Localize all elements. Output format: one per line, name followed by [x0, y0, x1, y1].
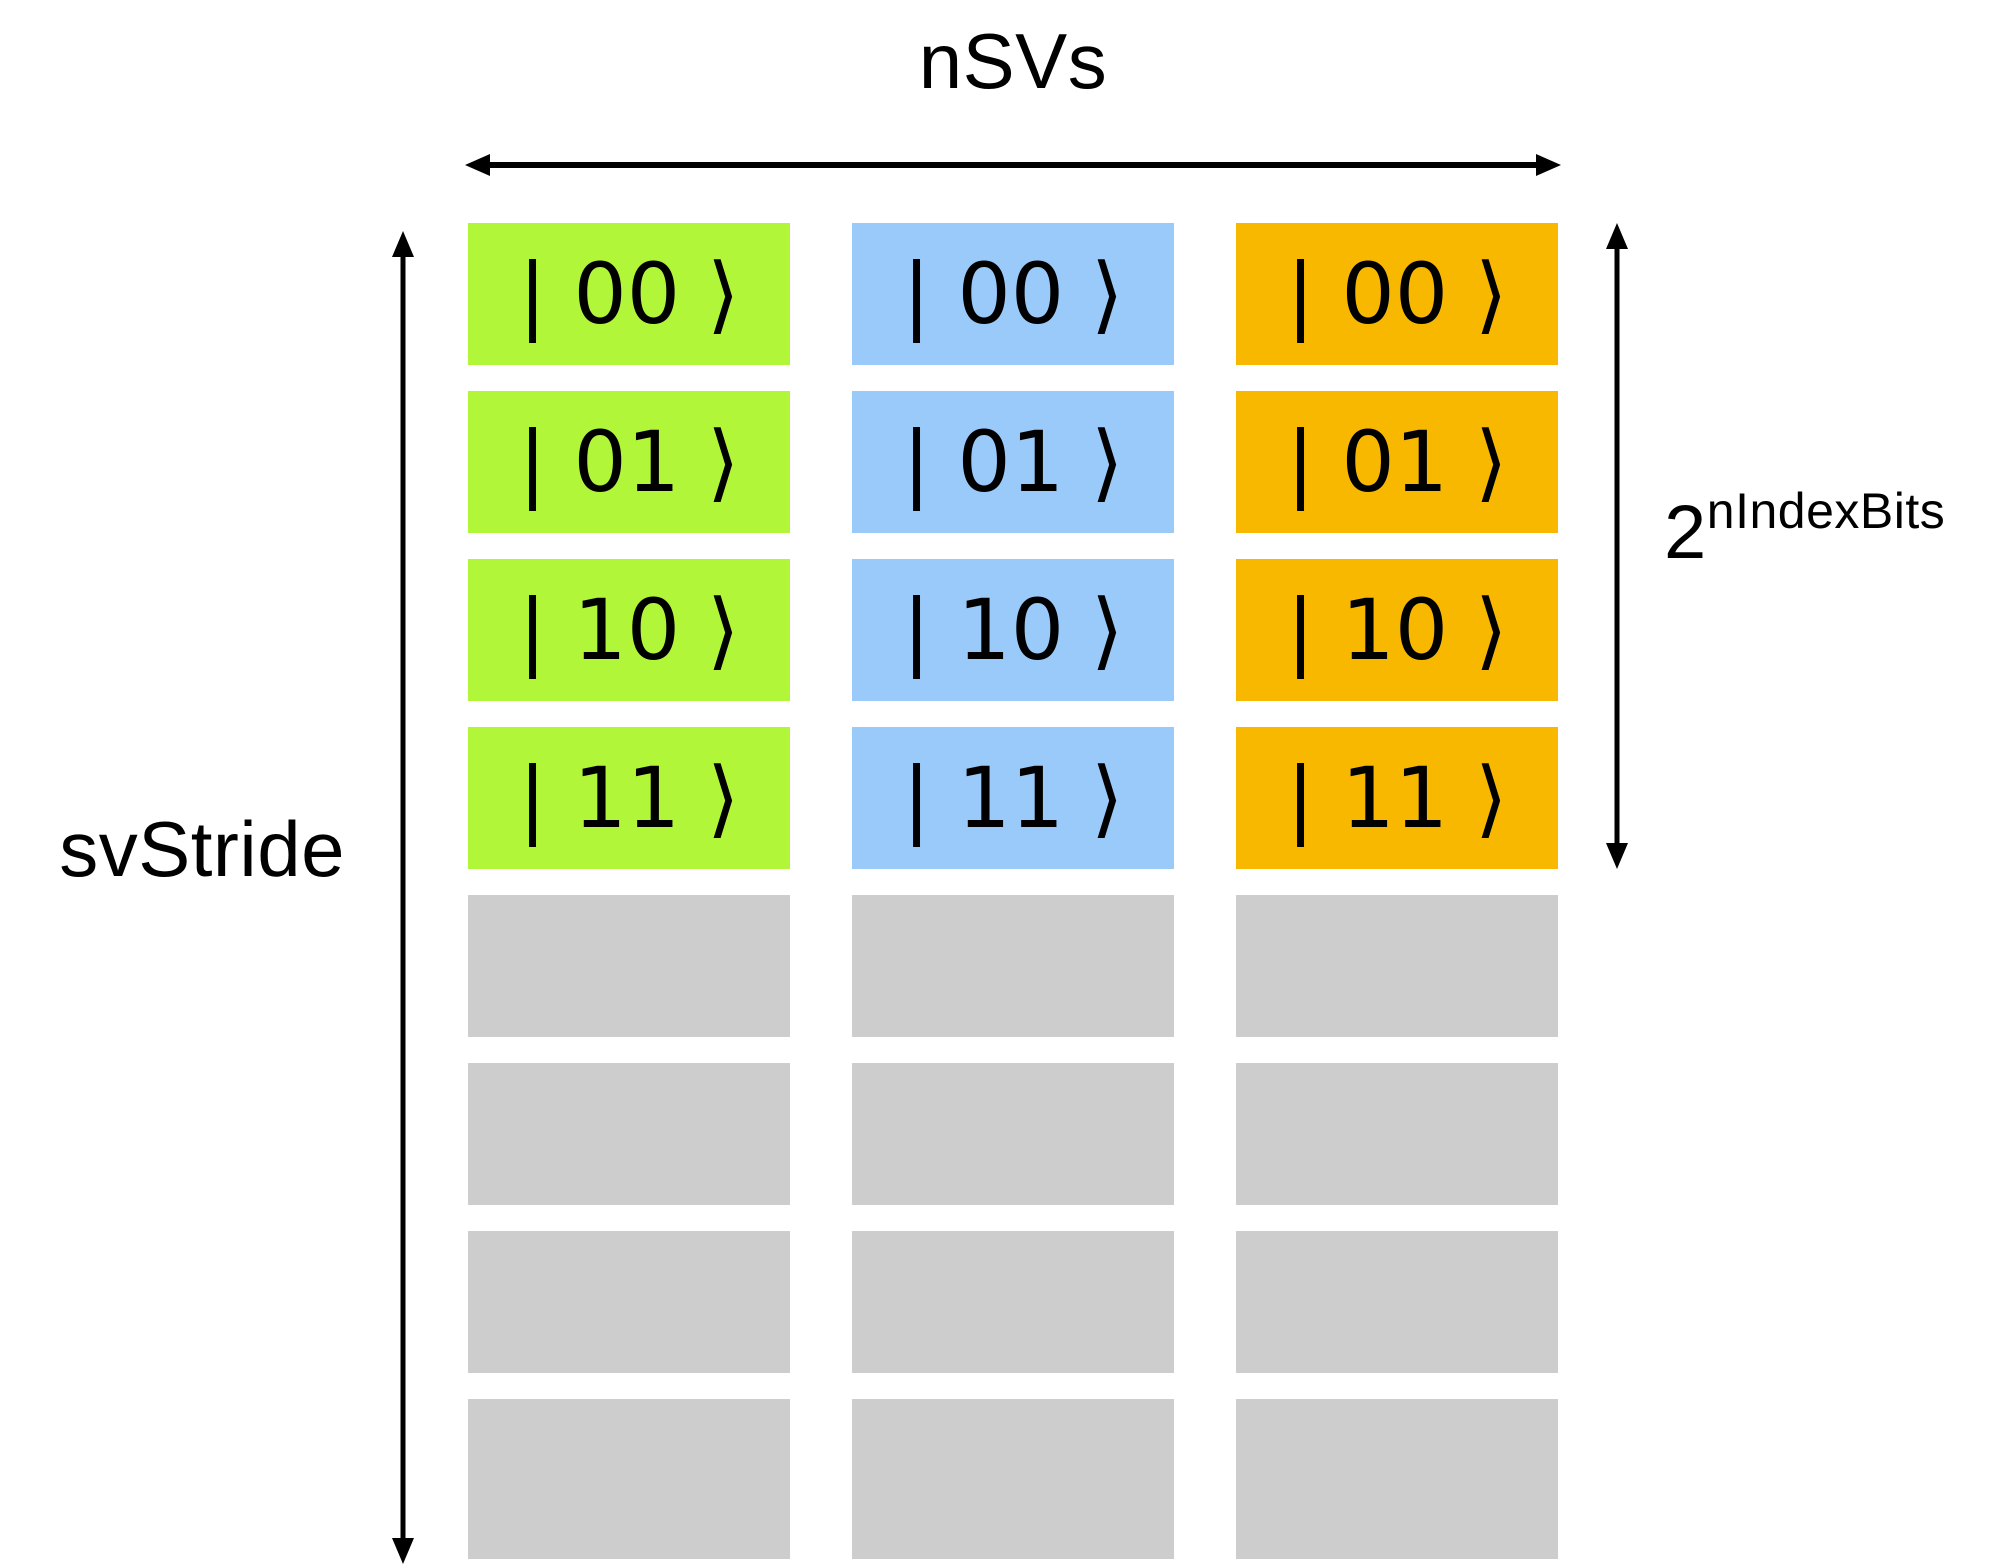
state-vector-column-1: | 00 ⟩ | 01 ⟩ | 10 ⟩ | 11 ⟩: [468, 223, 790, 1559]
ket-cell: | 00 ⟩: [852, 223, 1174, 365]
nsvs-label: nSVs: [918, 17, 1108, 105]
placeholder-cell: [468, 1399, 790, 1559]
placeholder-cell: [852, 1231, 1174, 1373]
ket-cell: | 01 ⟩: [1236, 391, 1558, 533]
ket-cell: | 00 ⟩: [1236, 223, 1558, 365]
placeholder-cell: [468, 1063, 790, 1205]
ket-cell: | 10 ⟩: [852, 559, 1174, 701]
nindexbits-superscript: nIndexBits: [1706, 483, 1946, 539]
nindexbits-base: 2: [1664, 490, 1707, 575]
placeholder-cell: [1236, 1231, 1558, 1373]
placeholder-cell: [852, 895, 1174, 1037]
state-vector-column-2: | 00 ⟩ | 01 ⟩ | 10 ⟩ | 11 ⟩: [852, 223, 1174, 1559]
ket-cell: | 10 ⟩: [1236, 559, 1558, 701]
placeholder-cell: [1236, 895, 1558, 1037]
placeholder-cell: [1236, 1399, 1558, 1559]
ket-cell: | 01 ⟩: [468, 391, 790, 533]
ket-cell: | 11 ⟩: [852, 727, 1174, 869]
placeholder-cell: [468, 895, 790, 1037]
svstride-label: svStride: [59, 805, 345, 893]
placeholder-cell: [852, 1063, 1174, 1205]
placeholder-cell: [1236, 1063, 1558, 1205]
nindexbits-extent-arrow-icon: [1606, 223, 1628, 869]
ket-cell: | 01 ⟩: [852, 391, 1174, 533]
nsvs-extent-arrow-icon: [465, 154, 1561, 176]
svstride-extent-arrow-icon: [392, 231, 414, 1564]
ket-cell: | 11 ⟩: [1236, 727, 1558, 869]
ket-cell: | 11 ⟩: [468, 727, 790, 869]
placeholder-cell: [468, 1231, 790, 1373]
ket-cell: | 10 ⟩: [468, 559, 790, 701]
placeholder-cell: [852, 1399, 1174, 1559]
state-vector-column-3: | 00 ⟩ | 01 ⟩ | 10 ⟩ | 11 ⟩: [1236, 223, 1558, 1559]
ket-cell: | 00 ⟩: [468, 223, 790, 365]
nindexbits-label: 2nIndexBits: [1664, 486, 1945, 571]
